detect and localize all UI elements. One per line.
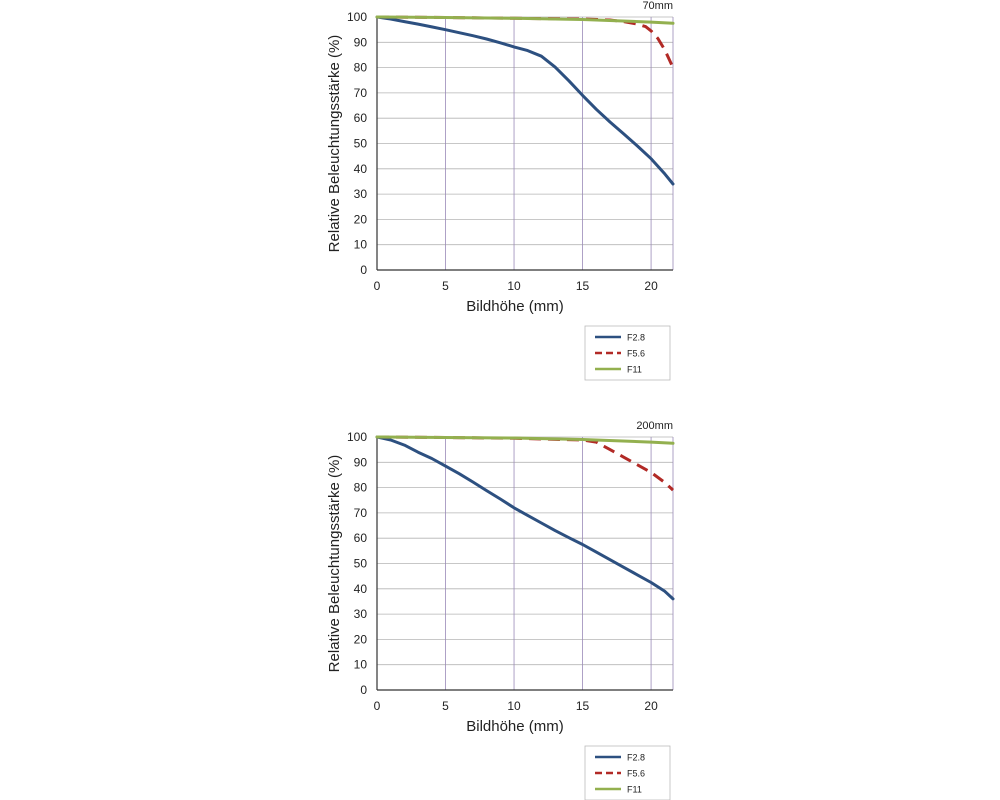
y-tick-label: 100 [347,430,367,444]
x-axis-label: Bildhöhe (mm) [466,298,564,315]
y-tick-label: 70 [354,506,368,520]
x-tick-label: 15 [576,279,590,293]
y-tick-label: 0 [360,263,367,277]
y-axis-label: Relative Beleuchtungsstärke (%) [326,35,343,253]
y-tick-label: 10 [354,658,368,672]
legend-label: F11 [627,785,642,795]
y-tick-label: 80 [354,61,368,75]
x-tick-label: 5 [442,279,449,293]
y-tick-label: 20 [354,632,368,646]
series-line-f11 [375,435,675,445]
y-tick-label: 90 [354,35,368,49]
series-line-f11 [375,15,675,25]
x-tick-label: 15 [576,699,590,713]
legend: F2.8 F5.6 F11 [584,325,671,381]
x-tick-label: 10 [507,699,521,713]
y-tick-label: 0 [360,683,367,697]
x-axis-label: Bildhöhe (mm) [466,718,564,735]
series-line-f28 [375,15,675,186]
legend-label: F11 [627,365,642,375]
series-line-f28 [375,435,675,601]
chart-title: 200mm [636,420,673,432]
x-tick-label: 0 [374,279,381,293]
y-tick-label: 50 [354,137,368,151]
y-tick-label: 30 [354,187,368,201]
legend-label: F2.8 [627,333,645,343]
y-tick-label: 30 [354,607,368,621]
y-tick-label: 80 [354,481,368,495]
y-tick-label: 20 [354,212,368,226]
legend: F2.8 F5.6 F11 [584,745,671,800]
y-tick-label: 60 [354,531,368,545]
y-tick-label: 10 [354,238,368,252]
chart-1: 0 10 20 30 40 50 60 70 80 90 100 0 5 10 15 20 Bildhöhe (… [326,420,675,800]
y-tick-label: 40 [354,582,368,596]
y-tick-label: 70 [354,86,368,100]
x-tick-label: 10 [507,279,521,293]
legend-label: F5.6 [627,349,645,359]
legend-label: F5.6 [627,769,645,779]
y-tick-label: 90 [354,455,368,469]
x-tick-label: 20 [644,699,658,713]
y-tick-label: 60 [354,111,368,125]
chart-0: 0 10 20 30 40 50 60 70 80 90 100 0 5 10 15 20 Bildhöhe (… [326,0,675,381]
y-tick-label: 50 [354,557,368,571]
chart-title: 70mm [642,0,673,12]
y-tick-label: 100 [347,10,367,24]
series-line-f56 [376,435,675,492]
y-tick-label: 40 [354,162,368,176]
x-tick-label: 20 [644,279,658,293]
x-tick-label: 0 [374,699,381,713]
legend-label: F2.8 [627,753,645,763]
y-axis-label: Relative Beleuchtungsstärke (%) [326,455,343,673]
x-tick-label: 5 [442,699,449,713]
